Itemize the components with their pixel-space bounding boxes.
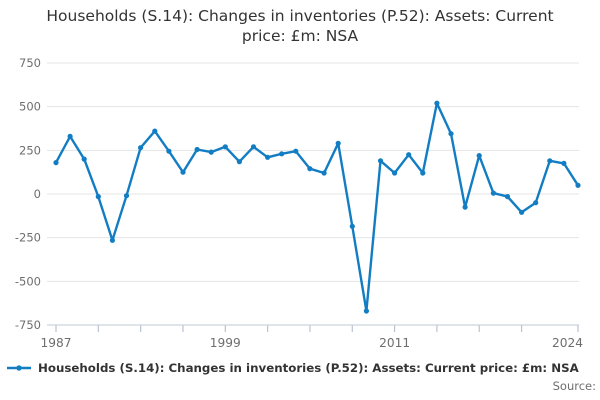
data-point (152, 128, 158, 134)
data-point (519, 209, 525, 215)
data-point (420, 170, 426, 176)
y-tick-label: -250 (15, 231, 41, 245)
data-point (363, 308, 369, 314)
data-point (67, 133, 73, 139)
series-line (54, 101, 580, 313)
data-point (236, 159, 242, 165)
y-tick-label: 750 (19, 56, 41, 70)
x-tick-label: 1987 (40, 336, 71, 350)
data-point (406, 152, 412, 158)
data-point (194, 146, 200, 153)
data-point (95, 194, 101, 200)
data-point (138, 145, 144, 151)
data-point (377, 158, 384, 164)
data-point (462, 204, 468, 210)
data-point (448, 131, 454, 137)
x-tick-label: 2024 (552, 336, 583, 350)
chart-title: Households (S.14): Changes in inventorie… (30, 7, 570, 47)
data-point (293, 148, 299, 154)
y-tick-label: 500 (19, 100, 41, 114)
data-point (307, 166, 313, 172)
data-point (476, 153, 482, 159)
data-point (109, 237, 115, 243)
data-point (335, 140, 341, 146)
y-tick-label: -750 (15, 318, 41, 332)
x-axis-labels: 1987 1999 2011 2024 (40, 336, 583, 350)
y-axis-labels: 750 500 250 0 -250 -500 -750 (15, 56, 41, 332)
legend-line-marker-icon (7, 365, 31, 371)
y-tick-label: -500 (15, 274, 41, 288)
data-point (208, 149, 214, 155)
data-point (575, 182, 581, 188)
data-point (222, 144, 228, 150)
source-label: Source: (552, 379, 596, 393)
data-point (279, 151, 285, 157)
chart-title-text: Households (S.14): Changes in inventorie… (46, 7, 554, 45)
data-point (547, 158, 553, 164)
data-point (81, 156, 87, 162)
data-point (250, 144, 257, 150)
legend: Households (S.14): Changes in inventorie… (7, 359, 579, 377)
data-point (490, 190, 496, 196)
data-point (392, 170, 398, 176)
data-point (123, 193, 130, 199)
data-point-markers (53, 100, 581, 314)
data-point (53, 160, 59, 166)
y-tick-label: 0 (34, 187, 41, 201)
data-point (504, 194, 511, 200)
data-point (349, 223, 355, 229)
data-point (533, 200, 539, 206)
legend-label: Households (S.14): Changes in inventorie… (38, 361, 579, 375)
x-tick-label: 2011 (379, 336, 410, 350)
data-point (265, 154, 271, 160)
data-point (561, 160, 567, 166)
data-point (434, 100, 440, 106)
x-tick-label: 1999 (210, 336, 241, 350)
data-point (180, 169, 186, 175)
data-point (166, 148, 172, 154)
x-axis-ticks (55, 325, 579, 332)
data-point (321, 170, 327, 176)
y-tick-label: 250 (19, 143, 41, 157)
